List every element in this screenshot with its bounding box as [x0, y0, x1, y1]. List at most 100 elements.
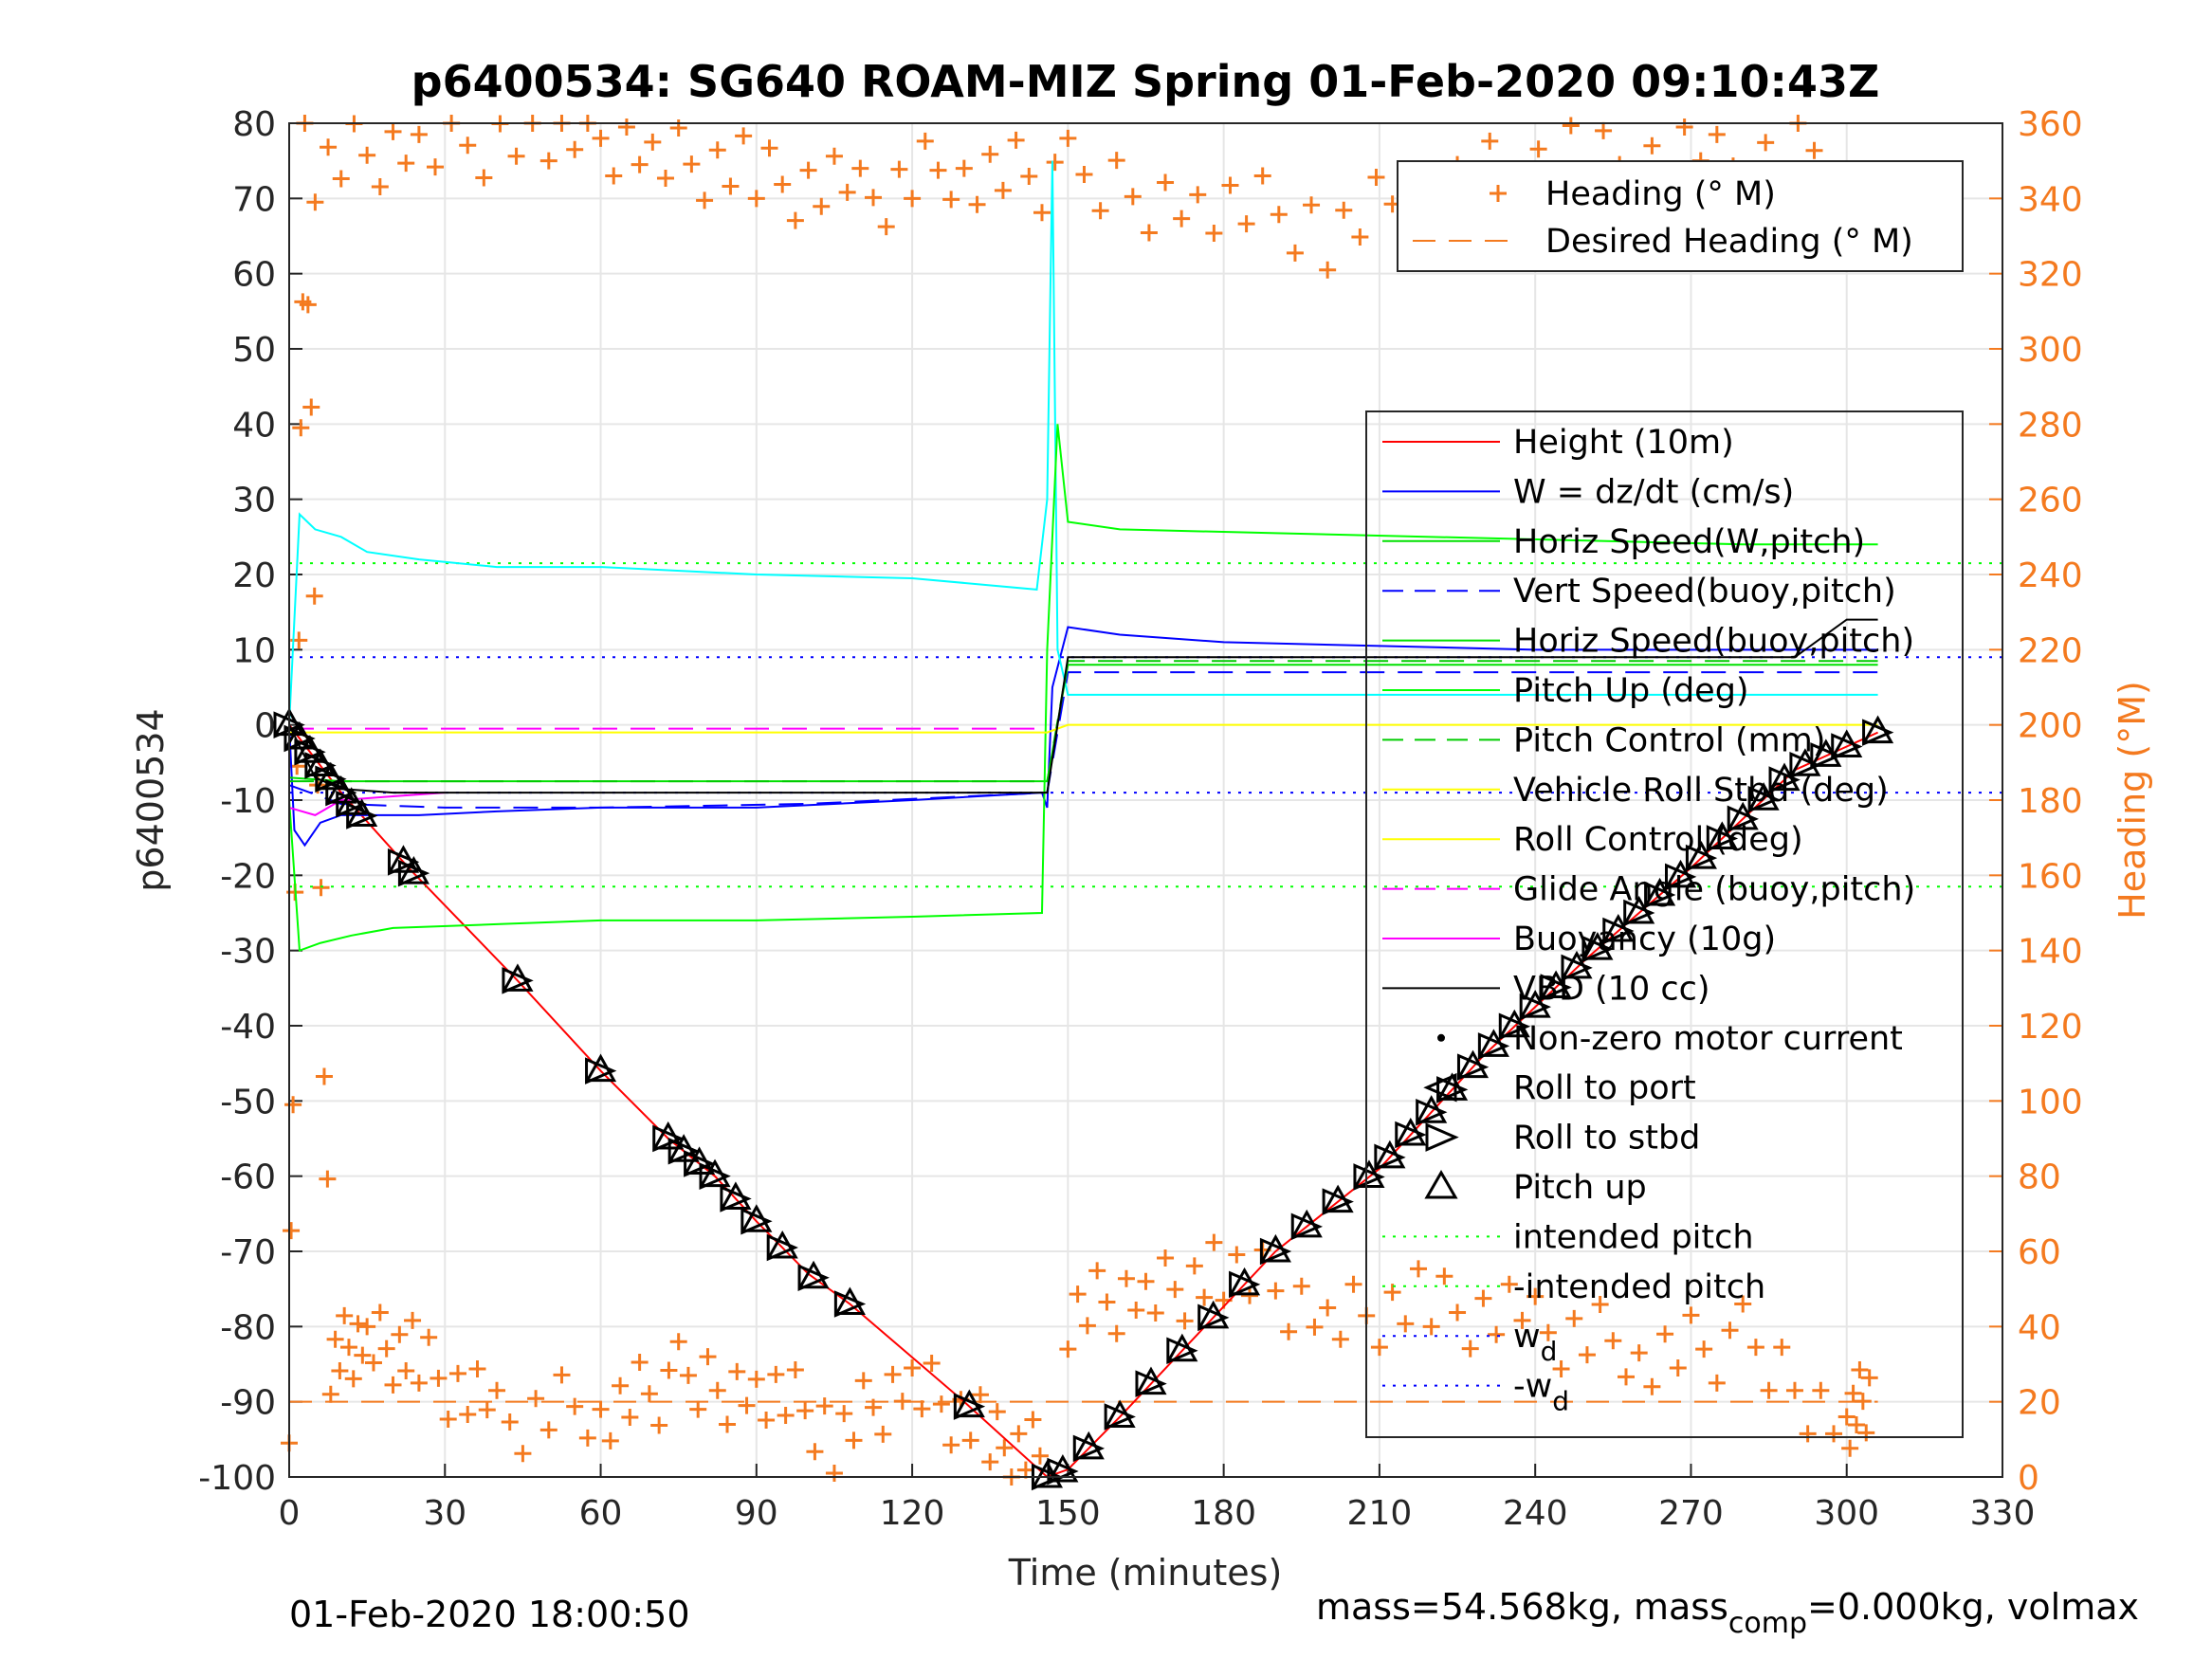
roll-marker: [1519, 993, 1551, 1021]
x-tick-labels: 0 30 60 90 120 150 180 210 240 270 300 330: [279, 1494, 2036, 1533]
heading-mark: [747, 1370, 765, 1388]
y-tick-label: -20: [220, 857, 276, 896]
legend-label: Roll to stbd: [1513, 1120, 1700, 1158]
heading-mark: [1708, 1374, 1726, 1392]
heading-legend-symbol: [1490, 185, 1507, 202]
heading-mark: [507, 147, 525, 165]
series-height-10m-: [288, 724, 1878, 1479]
heading-mark: [1196, 1288, 1214, 1306]
legend-label: Pitch Control (mm): [1513, 721, 1825, 759]
legend-label: Roll to port: [1513, 1069, 1696, 1107]
heading-mark: [1270, 206, 1288, 224]
right-tick-label: 300: [2018, 331, 2083, 370]
legend-label: Pitch up: [1513, 1169, 1647, 1207]
heading-mark: [391, 1325, 409, 1343]
legend-label-subscript: d: [1541, 1336, 1558, 1367]
heading-mark: [806, 1443, 824, 1461]
heading-mark: [631, 1354, 649, 1372]
y-tick-label: 60: [232, 256, 276, 295]
heading-mark: [994, 181, 1012, 199]
x-tick-label: 330: [1970, 1494, 2036, 1533]
heading-mark: [1059, 1340, 1077, 1358]
left-y-axis-label: p6400534: [130, 708, 172, 891]
right-tick-label: 260: [2018, 482, 2083, 520]
heading-mark: [1091, 202, 1109, 220]
heading-mark: [696, 191, 714, 210]
y-tick-label: -60: [220, 1158, 276, 1197]
heading-mark: [851, 159, 869, 177]
heading-mark: [1046, 154, 1064, 172]
heading-mark: [1488, 1325, 1506, 1343]
heading-mark: [669, 118, 687, 137]
heading-mark: [320, 138, 338, 156]
roll-marker: [502, 967, 534, 994]
heading-mark: [1075, 166, 1093, 184]
heading-mark: [1253, 167, 1271, 185]
heading-mark: [1351, 228, 1369, 246]
heading-mark: [1124, 188, 1142, 206]
heading-mark: [1286, 244, 1304, 262]
roll-marker: [1561, 954, 1593, 982]
legend-label: Vehicle Roll Stbd (deg): [1513, 772, 1889, 810]
x-tick-label: 0: [279, 1494, 301, 1533]
heading-mark: [1675, 118, 1693, 136]
roll-marker: [1665, 863, 1697, 891]
heading-mark: [835, 1405, 853, 1423]
heading-mark: [1562, 117, 1580, 135]
heading-mark: [1513, 1311, 1531, 1329]
legend-label: Horiz Speed(buoy,pitch): [1513, 623, 1914, 661]
heading-mark: [339, 1339, 357, 1357]
heading-mark: [371, 177, 389, 195]
heading-mark: [420, 1328, 438, 1346]
heading-mark: [354, 1346, 372, 1364]
roll-marker: [1374, 1143, 1406, 1172]
roll-marker: [797, 1264, 830, 1292]
heading-mark: [1383, 1284, 1401, 1302]
heading-mark: [1173, 210, 1191, 228]
y-tick-label: 20: [232, 556, 276, 595]
heading-mark: [1344, 1275, 1362, 1293]
y-tick-label: 70: [232, 180, 276, 219]
series-buoyancy-10g-: [288, 792, 446, 816]
x-tick-label: 300: [1814, 1494, 1879, 1533]
x-tick-label: 210: [1347, 1494, 1413, 1533]
heading-mark: [825, 147, 843, 165]
roll-marker: [1072, 1434, 1106, 1463]
heading-mark: [1857, 1424, 1875, 1442]
heading-mark: [1591, 1296, 1609, 1314]
heading-mark: [1435, 1267, 1453, 1285]
right-tick-label: 80: [2018, 1158, 2061, 1197]
heading-mark: [1024, 1411, 1042, 1429]
roll-marker: [1747, 785, 1780, 813]
heading-mark: [1331, 1330, 1349, 1348]
roll-marker: [1581, 935, 1614, 963]
y-tick-label: -70: [220, 1233, 276, 1272]
x-axis-label: Time (minutes): [1008, 1552, 1283, 1594]
heading-mark: [501, 1413, 519, 1431]
roll-marker: [667, 1137, 700, 1165]
heading-mark: [1146, 1304, 1164, 1322]
pitch-markers: [273, 707, 1894, 1491]
heading-mark: [336, 1306, 354, 1324]
heading-mark: [1228, 1246, 1246, 1264]
heading-mark: [708, 141, 726, 159]
heading-mark: [358, 1318, 376, 1336]
heading-mark: [1760, 1381, 1778, 1399]
heading-series-1: [1059, 1233, 1878, 1457]
footer-timestamp: 01-Feb-2020 18:00:50: [289, 1594, 690, 1635]
roll-marker: [684, 1150, 716, 1177]
heading-mark: [617, 118, 635, 136]
heading-mark: [1306, 1318, 1324, 1336]
heading-mark: [326, 1330, 344, 1348]
heading-mark: [1539, 1323, 1557, 1341]
heading-mark: [708, 1381, 726, 1399]
y-tick-label: 30: [232, 482, 276, 520]
heading-mark: [1682, 1306, 1700, 1324]
heading-mark: [719, 1415, 737, 1433]
heading-mark: [799, 161, 817, 179]
heading-mark: [1656, 1325, 1674, 1343]
heading-mark: [1552, 1359, 1570, 1377]
heading-mark: [1335, 201, 1353, 219]
roll-marker: [1416, 1098, 1448, 1126]
x-tick-label: 60: [579, 1494, 623, 1533]
